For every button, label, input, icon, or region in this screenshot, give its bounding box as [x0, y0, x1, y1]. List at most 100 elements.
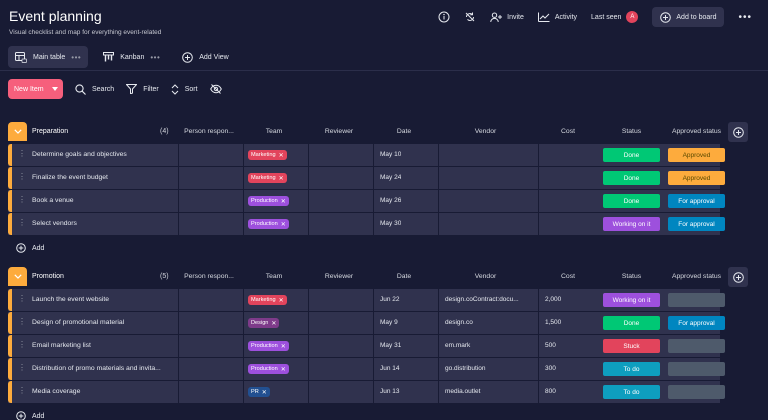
group-title[interactable]: Preparation — [32, 128, 69, 135]
column-header-reviewer[interactable]: Reviewer — [324, 273, 354, 280]
invite-button[interactable]: Invite — [490, 7, 524, 27]
add-view-button[interactable]: Add View — [175, 46, 235, 68]
add-item-button[interactable]: Add — [8, 406, 760, 420]
reviewer-cell[interactable] — [308, 190, 373, 212]
activity-button[interactable]: Activity — [537, 7, 577, 27]
approved-status-badge[interactable] — [668, 362, 725, 376]
team-tag[interactable]: PR ✕ — [248, 387, 270, 397]
item-name[interactable]: Select vendors — [32, 220, 77, 227]
reviewer-cell[interactable] — [308, 381, 373, 403]
column-header-date[interactable]: Date — [396, 128, 412, 135]
team-tag[interactable]: Design ✕ — [248, 318, 280, 328]
sort-button[interactable]: Sort — [171, 83, 198, 95]
add-column-button[interactable] — [728, 267, 748, 287]
add-item-button[interactable]: Add — [8, 238, 760, 258]
vendor-cell[interactable]: design.coContract:docu... — [438, 289, 538, 311]
drag-handle-icon[interactable]: ⋮ — [18, 172, 26, 181]
drag-handle-icon[interactable]: ⋮ — [18, 294, 26, 303]
team-cell[interactable]: Marketing ✕ — [243, 167, 308, 189]
reviewer-cell[interactable] — [308, 213, 373, 235]
column-header-vendor[interactable]: Vendor — [474, 273, 497, 280]
drag-handle-icon[interactable]: ⋮ — [18, 317, 26, 326]
item-name[interactable]: Distribution of promo materials and invi… — [32, 365, 161, 372]
remove-tag-icon[interactable]: ✕ — [280, 343, 286, 350]
remove-tag-icon[interactable]: ✕ — [271, 320, 277, 327]
date-cell[interactable]: May 10 — [373, 144, 438, 166]
column-header-person[interactable]: Person respon... — [184, 273, 234, 280]
column-header-date[interactable]: Date — [396, 273, 412, 280]
reviewer-cell[interactable] — [308, 358, 373, 380]
new-item-button[interactable]: New Item — [8, 79, 63, 99]
vendor-cell[interactable]: media.outlet — [438, 381, 538, 403]
person-cell[interactable] — [178, 335, 243, 357]
tab-kanban[interactable]: Kanban ••• — [96, 46, 167, 68]
column-header-status[interactable]: Status — [621, 273, 642, 280]
column-header-cost[interactable]: Cost — [561, 128, 575, 135]
approved-status-badge[interactable] — [668, 339, 725, 353]
person-cell[interactable] — [178, 213, 243, 235]
vendor-cell[interactable] — [438, 213, 538, 235]
table-row[interactable]: ⋮ Determine goals and objectives Marketing… — [8, 144, 725, 166]
cost-cell[interactable] — [538, 167, 600, 189]
date-cell[interactable]: Jun 14 — [373, 358, 438, 380]
status-badge[interactable]: Done — [603, 148, 660, 162]
table-row[interactable]: ⋮ Select vendors Production ✕ May 30 Working … — [8, 213, 725, 235]
item-name[interactable]: Determine goals and objectives — [32, 151, 127, 158]
team-cell[interactable]: Production ✕ — [243, 213, 308, 235]
drag-handle-icon[interactable]: ⋮ — [18, 149, 26, 158]
board-title[interactable]: Event planning — [9, 8, 102, 24]
team-tag[interactable]: Production ✕ — [248, 341, 289, 351]
remove-tag-icon[interactable]: ✕ — [261, 389, 267, 396]
filter-button[interactable]: Filter — [126, 84, 159, 94]
date-cell[interactable]: May 31 — [373, 335, 438, 357]
team-tag[interactable]: Production ✕ — [248, 364, 289, 374]
column-header-reviewer[interactable]: Reviewer — [324, 128, 354, 135]
drag-handle-icon[interactable]: ⋮ — [18, 340, 26, 349]
vendor-cell[interactable] — [438, 144, 538, 166]
date-cell[interactable]: May 24 — [373, 167, 438, 189]
search-button[interactable]: Search — [75, 83, 114, 95]
cost-cell[interactable] — [538, 213, 600, 235]
team-tag[interactable]: Marketing ✕ — [248, 295, 287, 305]
reviewer-cell[interactable] — [308, 335, 373, 357]
person-cell[interactable] — [178, 381, 243, 403]
status-badge[interactable]: Done — [603, 194, 660, 208]
team-tag[interactable]: Production ✕ — [248, 196, 289, 206]
team-cell[interactable]: Marketing ✕ — [243, 144, 308, 166]
table-row[interactable]: ⋮ Media coverage PR ✕ Jun 13 media.outlet 800 T… — [8, 381, 725, 403]
person-cell[interactable] — [178, 289, 243, 311]
column-header-team[interactable]: Team — [265, 128, 283, 135]
remove-tag-icon[interactable]: ✕ — [278, 152, 284, 159]
reviewer-cell[interactable] — [308, 144, 373, 166]
approved-status-badge[interactable]: For approval — [668, 316, 725, 330]
add-column-button[interactable] — [728, 122, 748, 142]
more-options-icon[interactable]: ••• — [738, 11, 752, 23]
cost-cell[interactable]: 2,000 — [538, 289, 600, 311]
date-cell[interactable]: May 9 — [373, 312, 438, 334]
status-badge[interactable]: Done — [603, 171, 660, 185]
status-badge[interactable]: Done — [603, 316, 660, 330]
column-header-approved-status[interactable]: Approved status — [671, 273, 722, 280]
item-name[interactable]: Media coverage — [32, 388, 81, 395]
cost-cell[interactable]: 800 — [538, 381, 600, 403]
item-name[interactable]: Launch the event website — [32, 296, 110, 303]
date-cell[interactable]: Jun 13 — [373, 381, 438, 403]
remove-tag-icon[interactable]: ✕ — [278, 175, 284, 182]
board-description[interactable]: Visual checklist and map for everything … — [9, 29, 162, 36]
tab-options-icon[interactable]: ••• — [150, 52, 161, 62]
status-badge[interactable]: To do — [603, 362, 660, 376]
approved-status-badge[interactable]: Approved — [668, 171, 725, 185]
approved-status-badge[interactable] — [668, 293, 725, 307]
team-tag[interactable]: Production ✕ — [248, 219, 289, 229]
vendor-cell[interactable] — [438, 167, 538, 189]
remove-tag-icon[interactable]: ✕ — [280, 366, 286, 373]
person-cell[interactable] — [178, 144, 243, 166]
vendor-cell[interactable]: design.co — [438, 312, 538, 334]
table-row[interactable]: ⋮ Distribution of promo materials and inv… — [8, 358, 725, 380]
person-cell[interactable] — [178, 167, 243, 189]
drag-handle-icon[interactable]: ⋮ — [18, 218, 26, 227]
cost-cell[interactable]: 1,500 — [538, 312, 600, 334]
table-row[interactable]: ⋮ Book a venue Production ✕ May 26 Done For ap… — [8, 190, 725, 212]
column-header-approved-status[interactable]: Approved status — [671, 128, 722, 135]
remove-tag-icon[interactable]: ✕ — [278, 297, 284, 304]
